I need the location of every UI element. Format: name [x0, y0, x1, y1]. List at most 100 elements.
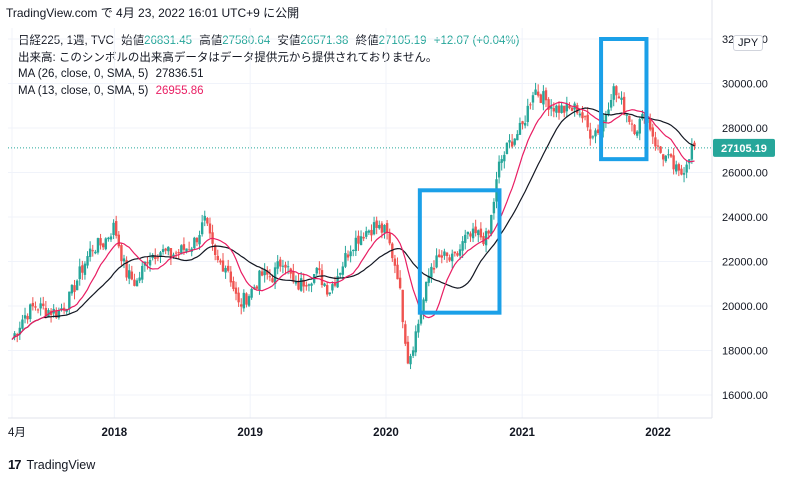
currency-badge[interactable]: JPY — [733, 35, 764, 51]
highlight-box — [417, 188, 502, 315]
candle-body — [339, 273, 342, 275]
ohlc-row: 日経225, 1週, TVC 始値26831.45 高値27580.64 安値2… — [18, 33, 519, 50]
candle-body — [281, 265, 285, 267]
candle-body — [55, 310, 58, 318]
candle-body — [617, 96, 621, 99]
candle-body — [492, 201, 496, 214]
candle-body — [550, 106, 553, 109]
candle-body — [609, 99, 613, 108]
candle-body — [510, 141, 514, 147]
candle-body — [518, 122, 522, 135]
candle-body — [651, 127, 654, 137]
candle-body — [42, 303, 45, 307]
candle-body — [401, 289, 404, 323]
ma13-label: MA (13, close, 0, SMA, 5) — [18, 84, 149, 97]
last-price-label: 27105.19 — [721, 143, 767, 155]
candle-body — [516, 134, 519, 141]
candle-body — [341, 266, 345, 275]
high-value: 27580.64 — [222, 35, 271, 47]
last-price-tag — [713, 138, 775, 157]
open-value: 26831.45 — [144, 35, 193, 47]
publish-info: TradingView.com で 4月 23, 2022 16:01 UTC+… — [6, 6, 300, 20]
brand-name: TradingView — [26, 457, 96, 472]
x-tick-label: 4月 — [8, 427, 26, 439]
candle-body — [383, 225, 386, 233]
candle-body — [229, 271, 233, 283]
candle-body — [625, 114, 628, 116]
candle-body — [552, 108, 556, 112]
candle-body — [477, 230, 480, 236]
candle-body — [505, 142, 509, 155]
candle-body — [151, 254, 154, 259]
candle-body — [193, 237, 196, 249]
candle-body — [628, 115, 631, 122]
candle-body — [258, 270, 261, 291]
candle-body — [430, 266, 433, 278]
candle-body — [362, 236, 365, 239]
candle-body — [464, 234, 467, 243]
candle-body — [99, 238, 102, 246]
close-label: 終値 — [355, 35, 379, 47]
candle-body — [508, 140, 511, 143]
candle-body — [206, 218, 209, 224]
candle-body — [581, 112, 584, 119]
candle-body — [586, 114, 589, 128]
candle-body — [654, 137, 657, 147]
candle-body — [411, 350, 415, 356]
candle-body — [307, 284, 311, 286]
candle-body — [557, 105, 561, 113]
ma26-value: 27836.51 — [155, 68, 204, 80]
candle-body — [96, 238, 100, 253]
candle-body — [169, 248, 173, 258]
candle-body — [148, 260, 152, 266]
candle-body — [437, 254, 441, 258]
candle-body — [21, 319, 24, 329]
candle-body — [544, 90, 548, 101]
candle-body — [365, 231, 368, 237]
candle-body — [497, 161, 501, 178]
candle-body — [107, 237, 110, 240]
candle-body — [247, 296, 251, 306]
candle-body — [81, 265, 84, 273]
candle-body — [602, 120, 605, 132]
candle-body — [16, 334, 19, 336]
candle-body — [471, 228, 475, 239]
candle-body — [677, 164, 681, 171]
candle-body — [245, 293, 248, 305]
candle-body — [240, 304, 243, 307]
candle-body — [263, 269, 266, 276]
candle-body — [156, 257, 160, 259]
candle-body — [271, 278, 274, 283]
y-tick-label: 28000.00 — [722, 123, 768, 135]
candle-body — [203, 215, 206, 221]
candle-body — [378, 224, 381, 229]
grid — [8, 28, 712, 418]
candle-body — [380, 223, 384, 233]
candles — [13, 82, 696, 370]
highlight-box — [599, 37, 649, 162]
candle-body — [125, 260, 128, 278]
candle-body — [318, 268, 321, 271]
candle-body — [432, 267, 436, 270]
candle-body — [292, 271, 295, 282]
candle-body — [427, 275, 430, 283]
ma13-line — [11, 101, 695, 340]
candle-body — [180, 245, 183, 255]
candle-body — [560, 105, 563, 113]
candle-body — [331, 284, 334, 291]
candle-body — [208, 223, 212, 234]
candle-body — [260, 271, 264, 276]
candle-body — [417, 323, 420, 333]
candle-body — [128, 270, 131, 279]
candle-body — [445, 252, 449, 257]
footer: 17 TradingView — [8, 457, 95, 472]
candle-body — [187, 249, 191, 251]
candle-body — [250, 289, 253, 298]
candle-body — [667, 154, 670, 156]
ma26-label: MA (26, close, 0, SMA, 5) — [18, 68, 149, 80]
y-tick-label: 30000.00 — [722, 79, 768, 91]
candle-body — [346, 254, 350, 258]
candle-body — [91, 250, 94, 252]
candle-body — [284, 264, 287, 268]
